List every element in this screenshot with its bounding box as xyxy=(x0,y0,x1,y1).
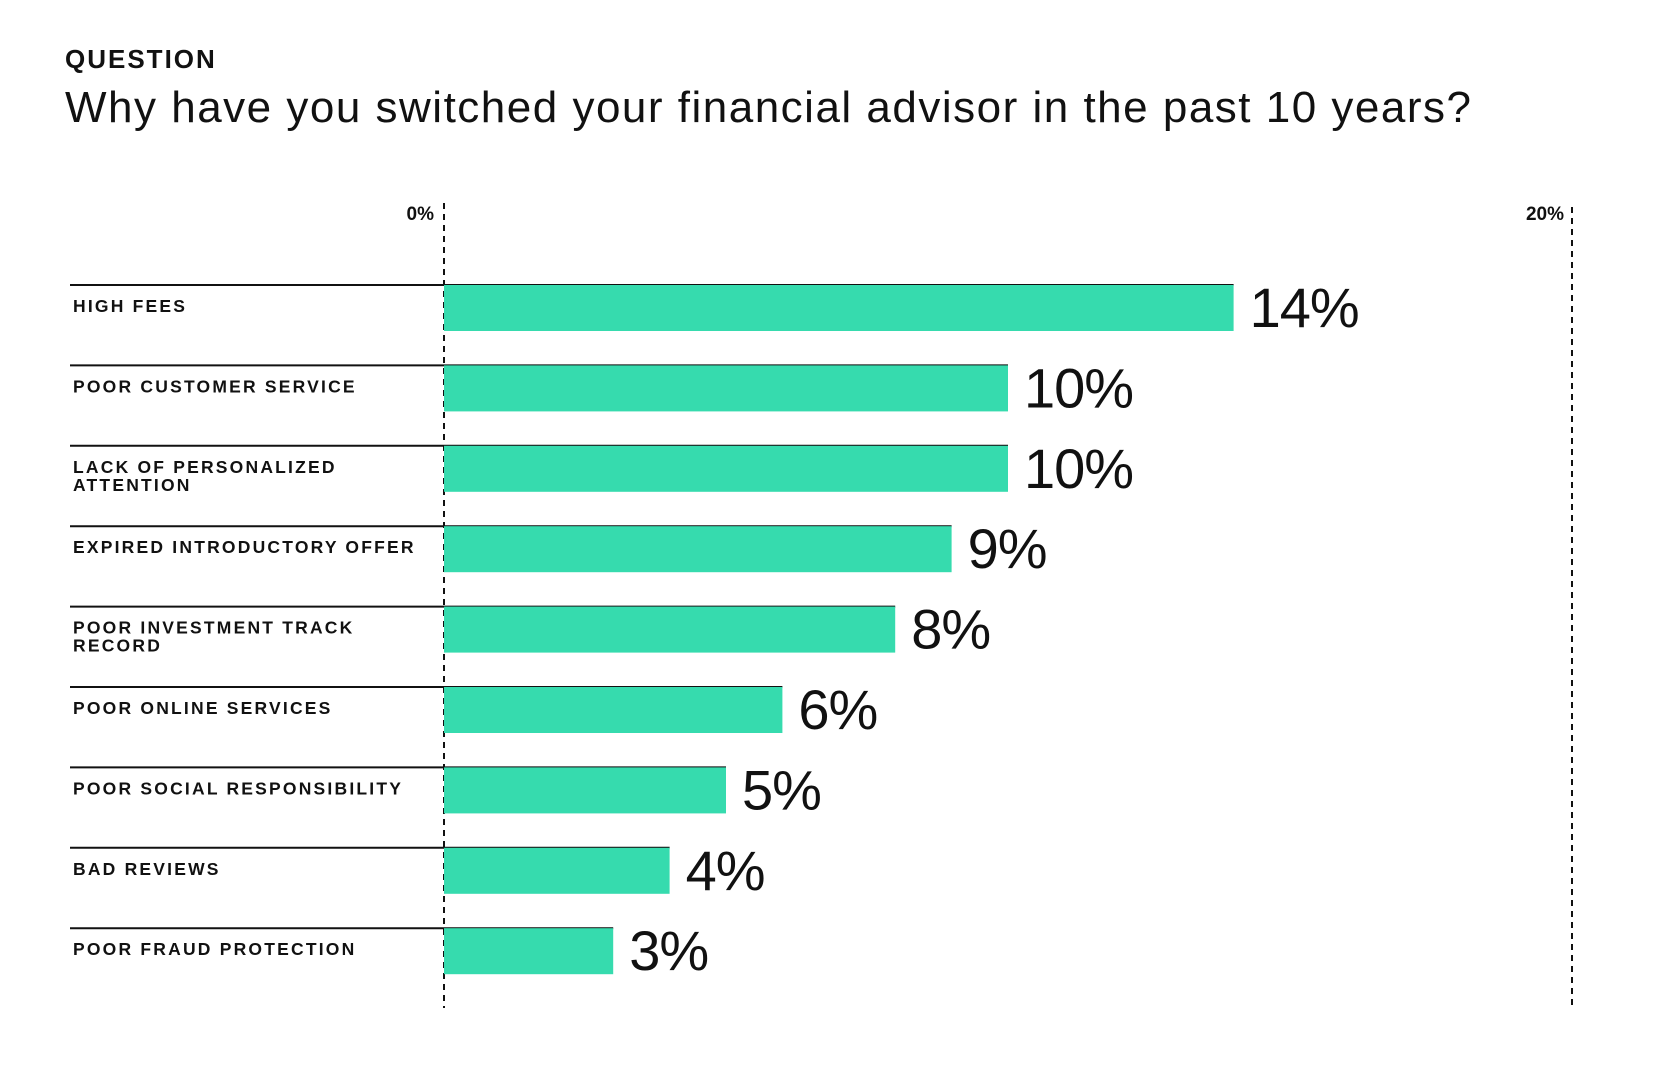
category-label: POOR SOCIAL RESPONSIBILITY xyxy=(73,778,403,798)
value-label: 10% xyxy=(1024,437,1133,500)
tick-label-20: 20% xyxy=(1526,204,1564,225)
bar xyxy=(444,847,670,894)
category-label: EXPIRED INTRODUCTORY OFFER xyxy=(73,537,416,557)
category-label: LACK OF PERSONALIZED xyxy=(73,457,337,477)
value-label: 6% xyxy=(798,678,877,741)
tick-label-0: 0% xyxy=(407,204,435,225)
value-label: 10% xyxy=(1024,356,1133,419)
category-label: POOR ONLINE SERVICES xyxy=(73,698,333,718)
value-label: 9% xyxy=(968,517,1047,580)
chart-header: QUESTION Why have you switched your fina… xyxy=(65,44,1472,133)
value-label: 14% xyxy=(1250,276,1359,339)
category-label: BAD REVIEWS xyxy=(73,859,221,879)
category-label: ATTENTION xyxy=(73,475,192,495)
bar xyxy=(444,928,614,975)
kicker-label: QUESTION xyxy=(65,44,217,74)
bar xyxy=(444,365,1008,412)
bar xyxy=(444,767,726,814)
bar xyxy=(444,526,952,573)
value-label: 4% xyxy=(686,839,765,902)
category-label: RECORD xyxy=(73,636,162,656)
bar xyxy=(444,285,1234,331)
bar xyxy=(444,687,783,733)
bar xyxy=(444,606,896,653)
question-title: Why have you switched your financial adv… xyxy=(65,83,1473,132)
value-label: 3% xyxy=(629,919,708,982)
category-label: HIGH FEES xyxy=(73,296,187,316)
value-label: 8% xyxy=(911,598,990,661)
bar xyxy=(444,445,1008,492)
category-label: POOR INVESTMENT TRACK xyxy=(73,618,354,638)
category-label: POOR FRAUD PROTECTION xyxy=(73,939,356,959)
value-label: 5% xyxy=(742,758,821,821)
category-label: POOR CUSTOMER SERVICE xyxy=(73,376,357,396)
